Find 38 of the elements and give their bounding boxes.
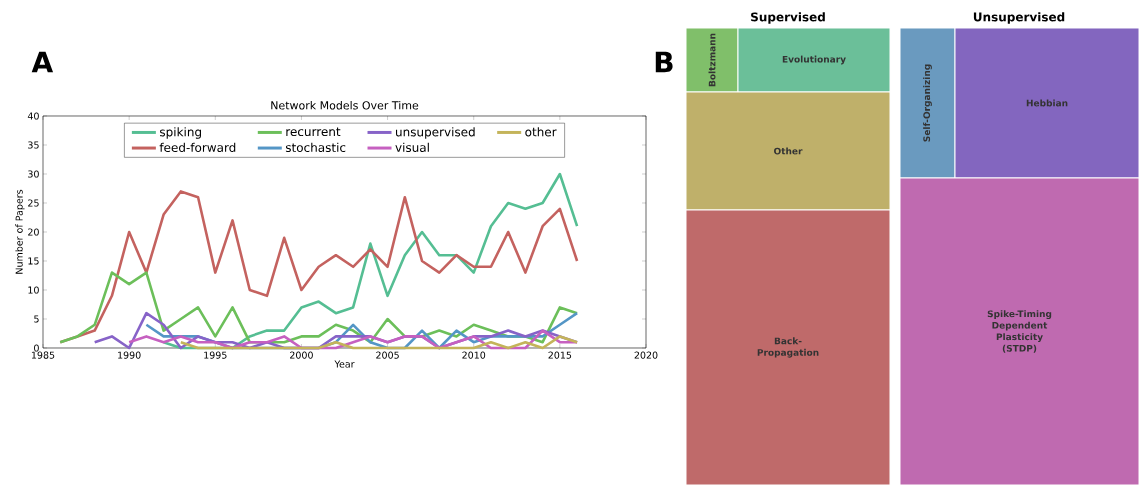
legend-label: spiking: [160, 127, 201, 139]
text: Unsupervised: [973, 12, 1065, 24]
y-tick-label: 35: [28, 141, 39, 149]
y-axis-title: Number of Papers: [15, 189, 25, 274]
category-label: Back-Propagation: [757, 337, 819, 358]
x-tick-label: 2005: [376, 351, 399, 359]
text: Supervised: [751, 12, 825, 24]
text: A: [31, 51, 54, 73]
category-label: Hebbian: [1026, 99, 1068, 107]
category-label: Other: [774, 147, 803, 155]
text: B: [655, 51, 673, 73]
legend-label: stochastic: [285, 142, 346, 153]
x-tick-label: 1995: [204, 351, 227, 359]
y-tick-label: 10: [28, 286, 39, 294]
x-tick-label: 2000: [290, 351, 313, 359]
category-label: Evolutionary: [782, 55, 846, 65]
x-tick-label: 2010: [462, 351, 486, 359]
category-label: Self-Organizing: [923, 64, 932, 142]
y-tick-label: 15: [28, 257, 39, 265]
y-tick-label: 0: [34, 344, 39, 352]
x-axis-title: Year: [334, 360, 355, 368]
chart-title: Network Models Over Time: [271, 100, 419, 110]
x-tick-label: 2015: [548, 351, 572, 359]
y-tick-label: 40: [27, 112, 39, 120]
legend-label: visual: [395, 142, 429, 153]
legend-label: unsupervised: [396, 127, 475, 139]
y-tick-label: 5: [34, 315, 39, 323]
y-tick-label: 30: [28, 170, 39, 178]
x-tick-label: 1990: [118, 351, 141, 359]
category-label: Boltzmann: [708, 33, 716, 87]
legend-label: recurrent: [286, 127, 341, 137]
y-tick-label: 25: [28, 199, 39, 207]
category-label: Spike-Timing Dependent Plasticity (STDP): [987, 310, 1052, 353]
legend-label: other: [525, 127, 557, 137]
y-tick-label: 20: [28, 228, 39, 236]
legend-label: feed-forward: [159, 142, 236, 153]
x-tick-label: 2020: [634, 351, 658, 359]
x-tick-label: 1985: [31, 351, 55, 359]
